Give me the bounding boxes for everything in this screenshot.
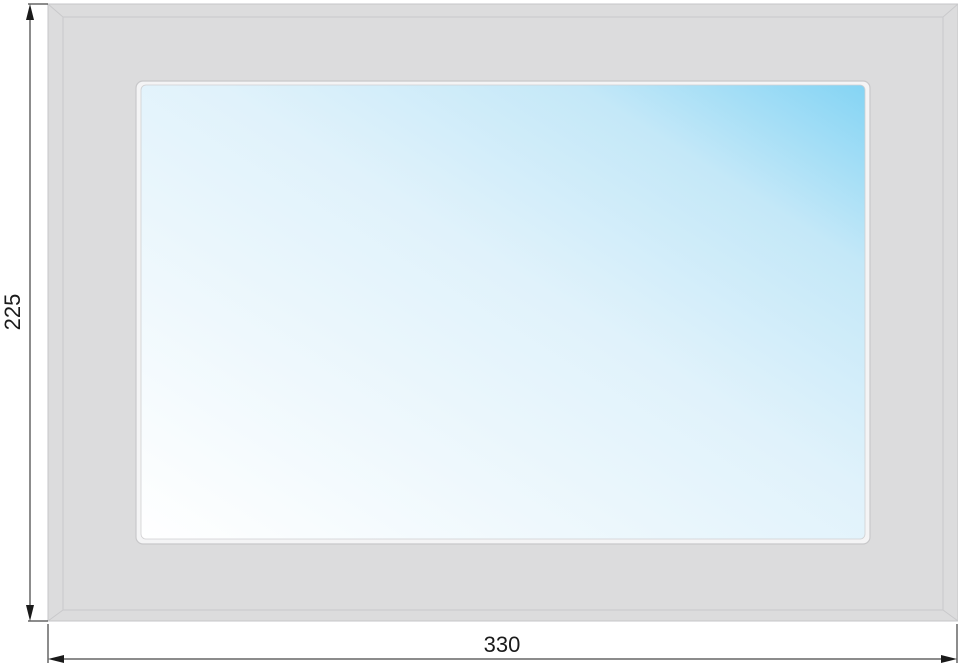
width-arrow-left	[48, 655, 64, 663]
bevel-corner-br	[942, 609, 958, 622]
height-dimension: 225	[0, 3, 48, 622]
bevel-corner-tl	[47, 3, 64, 18]
height-label: 225	[0, 294, 25, 331]
height-arrow-top	[26, 4, 34, 20]
bevel-corner-tr	[942, 3, 958, 18]
width-label: 330	[484, 632, 521, 657]
glass-pane	[135, 80, 871, 545]
glass-surface	[140, 84, 866, 540]
height-arrow-bottom	[26, 605, 34, 621]
bevel-corner-bl	[47, 609, 64, 622]
frame-bevel	[62, 16, 944, 611]
width-dimension: 330	[47, 624, 958, 663]
width-arrow-right	[941, 655, 957, 663]
